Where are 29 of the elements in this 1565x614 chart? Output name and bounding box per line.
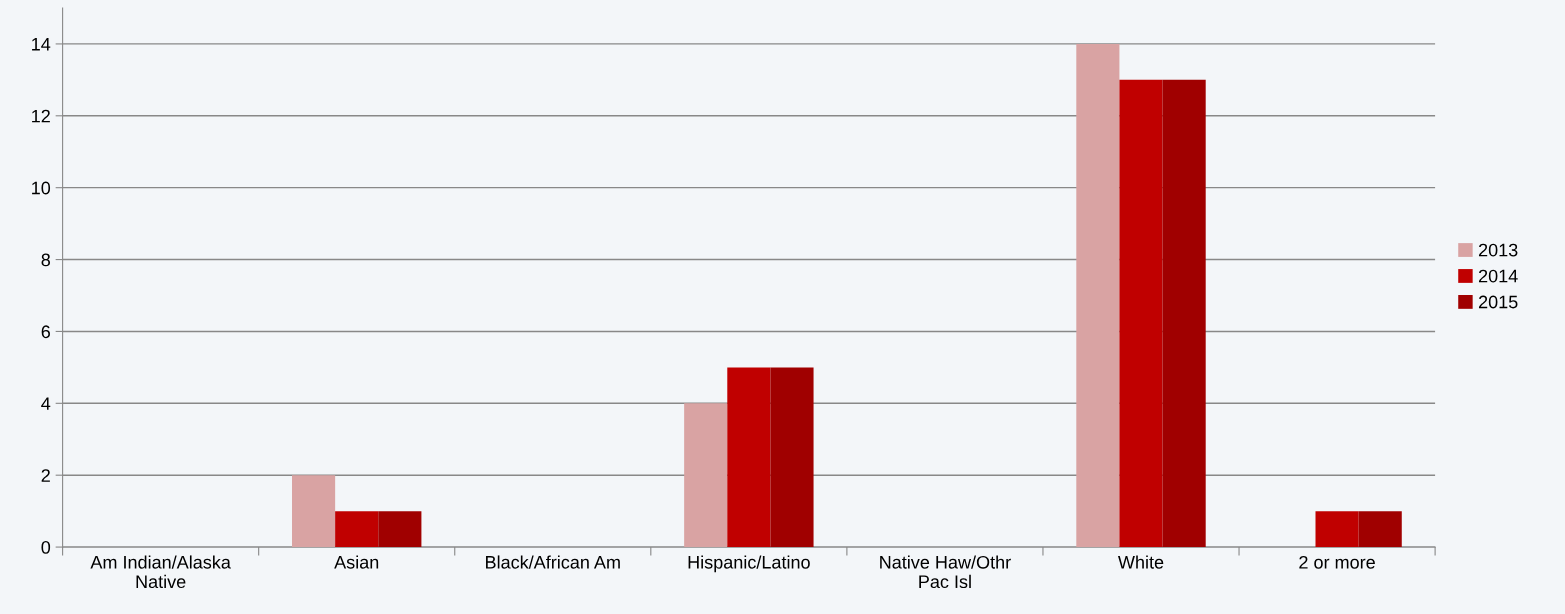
- x-tick-label: Asian: [334, 555, 379, 569]
- bar: [1119, 79, 1163, 548]
- bar: [1162, 79, 1206, 548]
- bar: [1358, 511, 1402, 548]
- bar: [684, 403, 728, 548]
- x-tick-label: Native Haw/Othr Pac Isl: [880, 555, 1011, 589]
- y-tick-label: 4: [41, 397, 51, 410]
- x-tick-label: White: [1118, 555, 1164, 569]
- y-tick-label: 2: [41, 469, 50, 482]
- x-tick-label: Am Indian/Alaska Native: [90, 555, 231, 589]
- y-tick-label: 6: [41, 325, 50, 339]
- legend-label: 2015: [1478, 295, 1518, 309]
- bar: [1076, 43, 1120, 548]
- bar: [1315, 511, 1359, 548]
- bar: [727, 367, 771, 548]
- y-tick-label: 0: [41, 541, 51, 554]
- y-tick-label: 8: [41, 253, 51, 267]
- legend-label: 2013: [1478, 243, 1518, 257]
- y-tick-label: 14: [32, 38, 51, 51]
- y-tick-label: 12: [32, 109, 50, 123]
- legend-label: 2014: [1478, 269, 1518, 283]
- x-tick-label: 2 or more: [1299, 555, 1375, 569]
- bar: [770, 367, 814, 548]
- bar: [292, 475, 336, 548]
- x-tick-label: Black/African Am: [486, 555, 620, 569]
- bar: [335, 511, 379, 548]
- x-tick-label: Hispanic/Latino: [688, 555, 810, 573]
- bar: [378, 511, 422, 548]
- y-tick-label: 10: [32, 181, 51, 195]
